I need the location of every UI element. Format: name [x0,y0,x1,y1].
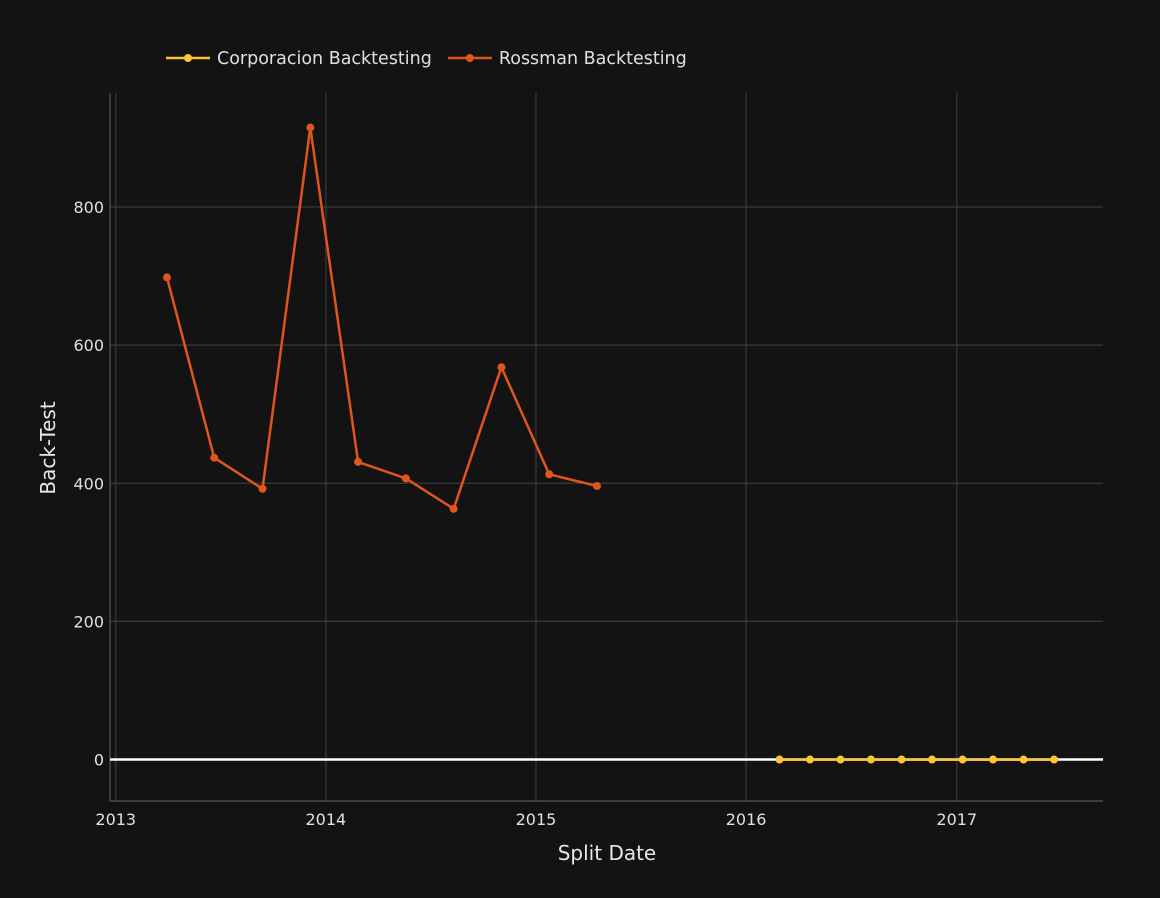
data-point[interactable] [497,363,506,372]
data-point[interactable] [210,453,219,462]
grid-lines [110,93,1103,801]
data-point[interactable] [775,755,784,764]
legend-swatch-marker [465,54,474,62]
data-point[interactable] [593,482,602,491]
legend-item-rossman-backtesting[interactable]: Rossman Backtesting [447,49,687,69]
x-tick-label: 2014 [306,810,347,829]
legend[interactable]: Corporacion Backtesting Rossman Backtesti… [166,49,687,69]
data-point[interactable] [989,755,998,764]
y-tick-label: 400 [73,474,104,493]
data-point[interactable] [545,470,554,479]
data-point[interactable] [449,504,458,513]
data-point[interactable] [258,484,267,493]
data-point[interactable] [867,755,876,764]
y-tick-label: 800 [73,198,104,217]
x-tick-label: 2016 [726,810,767,829]
data-point[interactable] [836,755,845,764]
y-tick-label: 0 [94,751,104,770]
series-rossman-backtesting [162,123,602,513]
data-point[interactable] [401,474,410,483]
data-point[interactable] [958,755,967,764]
series-layer [162,123,1059,764]
legend-label: Rossman Backtesting [499,49,687,69]
y-tick-label: 600 [73,336,104,355]
y-tick-label: 200 [73,612,104,631]
data-point[interactable] [306,123,315,132]
x-tick-label: 2015 [516,810,557,829]
x-tick-label: 2017 [936,810,977,829]
x-axis-title: Split Date [558,841,657,865]
series-corporacion-backtesting [775,755,1059,764]
y-axis-title: Back-Test [36,401,60,494]
data-point[interactable] [162,273,171,282]
series-line-rossman-backtesting [165,126,598,511]
data-point[interactable] [354,457,363,466]
data-point[interactable] [805,755,814,764]
legend-label: Corporacion Backtesting [217,49,432,69]
data-point[interactable] [1019,755,1028,764]
x-tick-label: 2013 [95,810,136,829]
legend-swatch-marker [184,54,192,62]
data-point[interactable] [928,755,937,764]
data-point[interactable] [897,755,906,764]
data-point[interactable] [1050,755,1059,764]
legend-item-corporacion-backtesting[interactable]: Corporacion Backtesting [166,49,432,69]
